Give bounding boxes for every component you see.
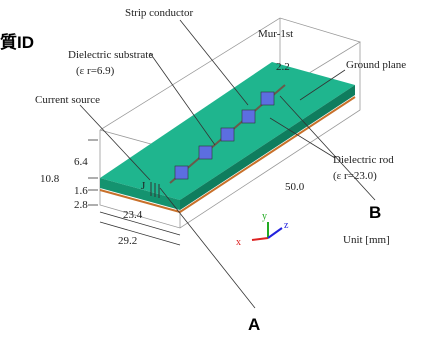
label: J (141, 180, 146, 192)
dimension: 1.6 (74, 185, 88, 197)
dimension: 50.0 (285, 181, 305, 193)
label: Unit [mm] (343, 234, 390, 246)
dimension: 29.2 (118, 235, 137, 247)
page: 質ID Strip conductor Mur-1st Dielectric s… (0, 0, 442, 337)
label: Strip conductor (125, 7, 193, 19)
label: Current source (35, 94, 100, 106)
dimension: 2.8 (74, 199, 88, 211)
diagram: 質ID Strip conductor Mur-1st Dielectric s… (0, 0, 442, 337)
label: Mur-1st (258, 28, 293, 40)
label: (ε r=6.9) (76, 65, 115, 77)
axis-label: x (236, 237, 241, 248)
label: (ε r=23.0) (333, 170, 377, 182)
label: Dielectric rod (333, 154, 394, 166)
label: 2.2 (276, 61, 290, 73)
axis-label: y (262, 211, 267, 222)
point-label: A (248, 315, 260, 334)
dimension: 23.4 (123, 209, 143, 221)
label: Dielectric substrate (68, 49, 153, 61)
title: 質ID (0, 32, 34, 52)
axes-icon (252, 222, 282, 240)
axis-label: z (284, 220, 289, 231)
dimension: 6.4 (74, 156, 88, 168)
point-label: B (369, 203, 381, 222)
label: Ground plane (346, 59, 406, 71)
dimension: 10.8 (40, 173, 60, 185)
